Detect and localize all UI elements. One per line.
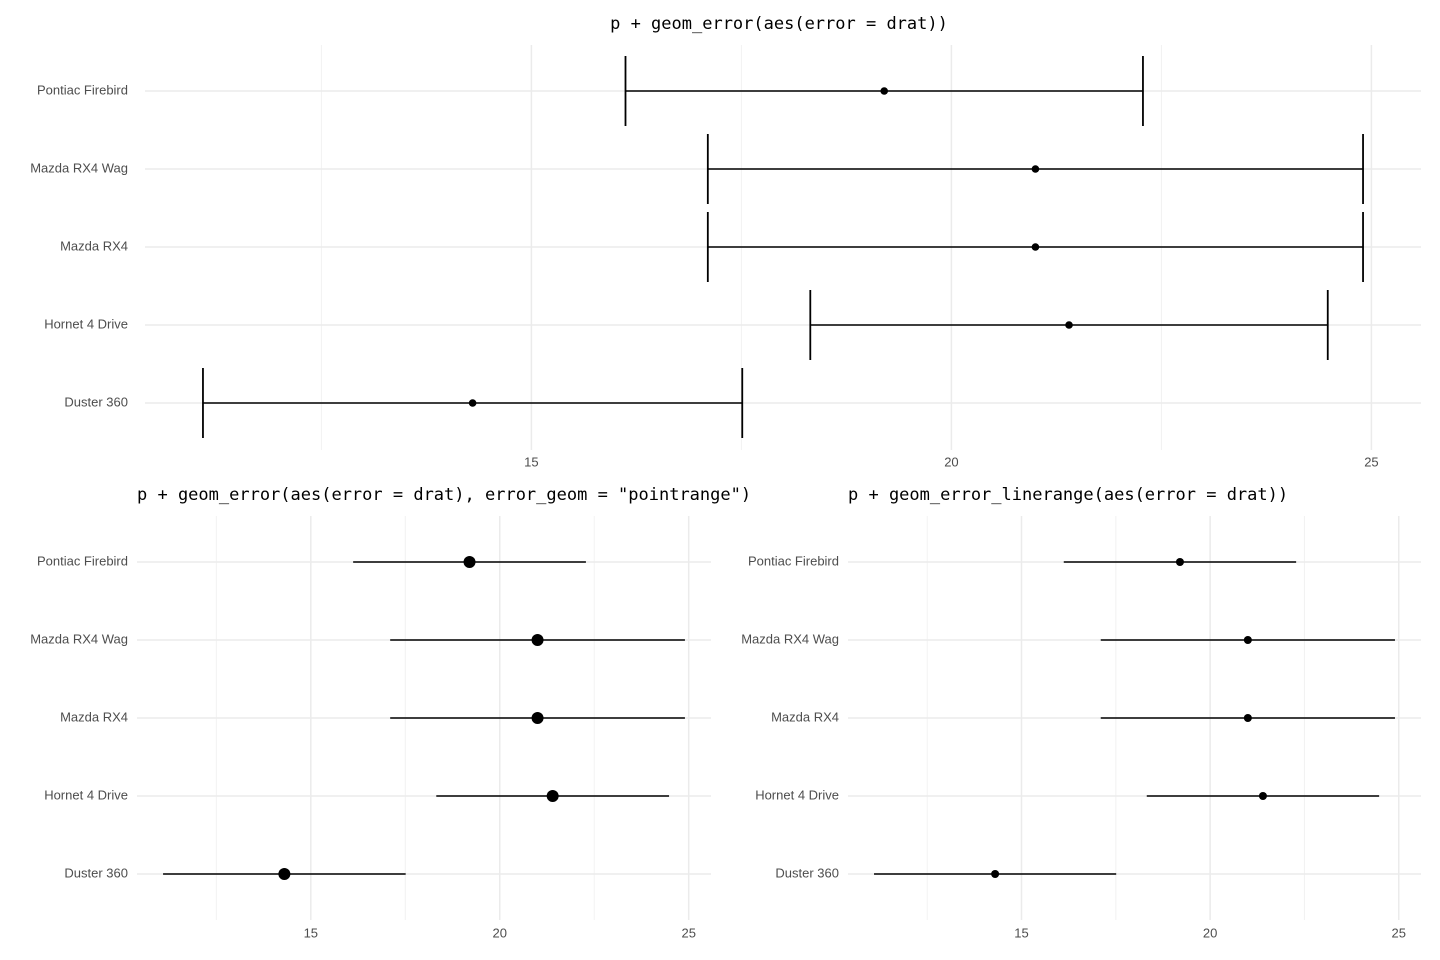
y-tick-label: Hornet 4 Drive [755,787,839,802]
point [1175,558,1184,566]
y-tick-label: Mazda RX4 [771,709,839,724]
y-tick-label: Mazda RX4 Wag [30,160,128,175]
y-tick-label: Pontiac Firebird [37,82,128,97]
x-tick-label: 25 [1364,454,1378,469]
point [1031,165,1040,173]
x-tick-label: 15 [524,454,538,469]
point [1031,243,1040,251]
point [468,399,477,407]
point [880,87,889,95]
x-tick-label: 15 [304,925,318,940]
y-tick-label: Duster 360 [64,865,128,880]
point [278,868,291,880]
point [1065,321,1073,329]
y-tick-label: Duster 360 [64,394,128,409]
point [531,634,544,646]
point [1243,714,1252,722]
chart-title: p + geom_error_linerange(aes(error = dra… [848,485,1288,505]
point [463,556,476,568]
y-tick-label: Pontiac Firebird [748,553,839,568]
y-tick-label: Duster 360 [775,865,839,880]
y-tick-label: Mazda RX4 [60,238,128,253]
x-tick-label: 20 [493,925,507,940]
point [1258,792,1267,800]
y-tick-label: Hornet 4 Drive [44,316,128,331]
point [531,712,544,724]
chart-title: p + geom_error(aes(error = drat), error_… [137,485,751,505]
chart-title: p + geom_error(aes(error = drat)) [610,14,948,34]
point [1243,636,1252,644]
y-tick-label: Hornet 4 Drive [44,787,128,802]
y-tick-label: Mazda RX4 Wag [741,631,839,646]
x-tick-label: 20 [944,454,958,469]
x-tick-label: 20 [1203,925,1217,940]
x-tick-label: 15 [1014,925,1028,940]
y-tick-label: Mazda RX4 [60,709,128,724]
y-tick-label: Pontiac Firebird [37,553,128,568]
y-tick-label: Mazda RX4 Wag [30,631,128,646]
point [546,790,559,802]
point [991,870,1000,878]
x-tick-label: 25 [681,925,695,940]
x-tick-label: 25 [1392,925,1406,940]
